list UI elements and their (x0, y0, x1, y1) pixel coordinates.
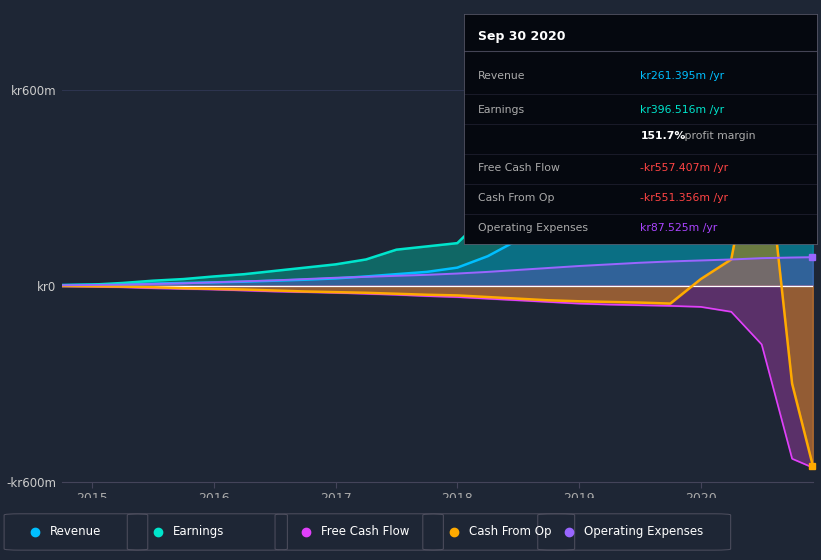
Text: Revenue: Revenue (50, 525, 102, 539)
Text: kr261.395m /yr: kr261.395m /yr (640, 71, 724, 81)
Text: Earnings: Earnings (173, 525, 225, 539)
Text: Operating Expenses: Operating Expenses (584, 525, 703, 539)
Text: Operating Expenses: Operating Expenses (478, 222, 588, 232)
Text: Free Cash Flow: Free Cash Flow (321, 525, 410, 539)
Text: Earnings: Earnings (478, 105, 525, 115)
Text: Revenue: Revenue (478, 71, 525, 81)
Text: Cash From Op: Cash From Op (469, 525, 551, 539)
Text: kr87.525m /yr: kr87.525m /yr (640, 222, 718, 232)
Text: kr396.516m /yr: kr396.516m /yr (640, 105, 724, 115)
Text: Free Cash Flow: Free Cash Flow (478, 163, 560, 173)
Text: profit margin: profit margin (681, 130, 755, 141)
Text: 151.7%: 151.7% (640, 130, 686, 141)
Text: -kr557.407m /yr: -kr557.407m /yr (640, 163, 728, 173)
Text: -kr551.356m /yr: -kr551.356m /yr (640, 193, 728, 203)
Text: Cash From Op: Cash From Op (478, 193, 554, 203)
Text: Sep 30 2020: Sep 30 2020 (478, 30, 566, 43)
